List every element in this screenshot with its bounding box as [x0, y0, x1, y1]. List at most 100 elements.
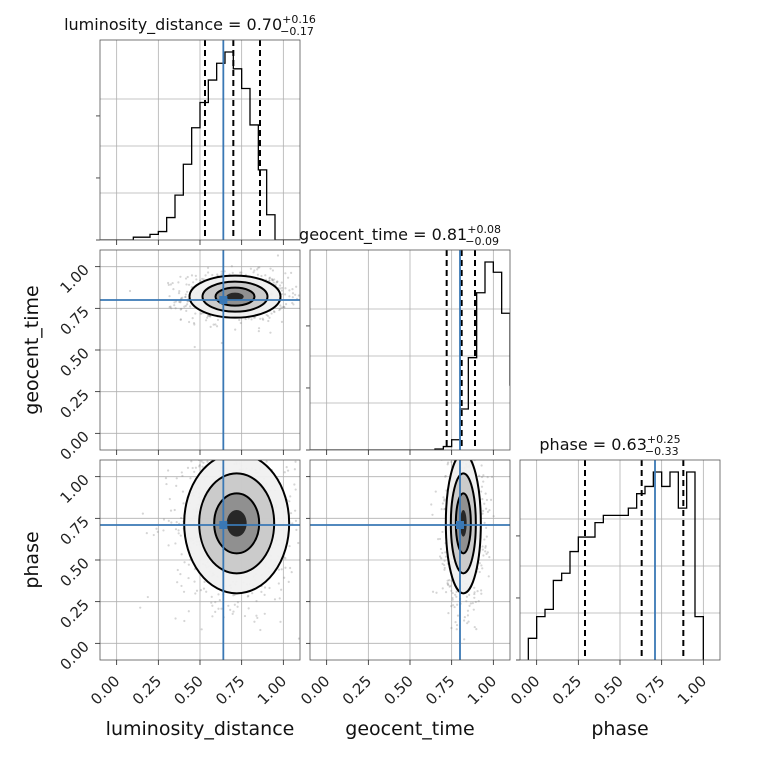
sample-point — [272, 310, 276, 313]
contour-2 — [214, 286, 256, 307]
ytick-label: 0.25 — [56, 596, 92, 632]
sample-point — [170, 521, 173, 524]
sample-point — [463, 619, 466, 622]
sample-point — [167, 469, 170, 472]
sample-point — [480, 564, 483, 567]
sample-point — [294, 488, 297, 491]
sample-point — [274, 283, 277, 286]
sample-point — [481, 567, 484, 570]
sample-point — [179, 572, 182, 576]
sample-point — [276, 280, 279, 283]
sample-point — [167, 283, 170, 286]
sample-point — [480, 464, 483, 467]
sample-point — [485, 498, 489, 502]
contour-1 — [449, 472, 477, 575]
sample-point — [164, 477, 168, 480]
sample-point — [229, 452, 231, 454]
sample-point — [448, 579, 451, 582]
sample-point — [225, 447, 227, 449]
sample-point — [303, 523, 305, 525]
sample-point — [452, 604, 455, 607]
sample-point — [293, 483, 296, 486]
sample-point — [190, 460, 193, 463]
sample-point — [482, 474, 485, 477]
title-luminosity_distance: luminosity_distance = 0.70+0.16 — [64, 13, 316, 35]
sample-point — [488, 509, 491, 512]
sample-point — [473, 591, 476, 594]
sample-point — [484, 492, 487, 495]
sample-point — [211, 604, 214, 607]
sample-point — [450, 460, 453, 463]
sample-point — [206, 316, 209, 319]
sample-point — [191, 317, 194, 320]
sample-point — [187, 283, 191, 286]
xtick-label: 0.75 — [422, 672, 458, 708]
sample-point — [236, 601, 240, 604]
sample-point — [294, 460, 297, 463]
xtick-label: 0.50 — [590, 672, 626, 708]
sample-point — [186, 300, 189, 303]
sample-point — [181, 296, 184, 299]
sample-point — [259, 628, 262, 632]
sample-point — [233, 603, 236, 606]
sample-point — [278, 443, 280, 445]
sample-point — [284, 287, 287, 290]
sample-point — [262, 454, 264, 456]
sample-point — [486, 510, 490, 513]
sample-point — [251, 592, 254, 595]
sample-point — [187, 320, 191, 324]
sample-point — [218, 598, 221, 602]
histogram-phase — [527, 471, 704, 660]
sample-point — [444, 591, 448, 594]
sample-point — [284, 557, 287, 560]
sample-point — [442, 452, 444, 454]
sample-point — [273, 310, 276, 314]
sample-point — [456, 435, 458, 437]
sample-point — [230, 456, 232, 458]
sample-point — [199, 588, 203, 592]
sample-point — [455, 623, 459, 627]
sample-point — [439, 547, 443, 551]
truth-marker — [456, 521, 464, 529]
sample-point — [220, 273, 223, 276]
sample-point — [476, 590, 479, 593]
sample-point — [437, 538, 440, 541]
sample-point — [165, 482, 168, 486]
sample-point — [457, 442, 459, 444]
sample-point — [220, 607, 223, 610]
sample-point — [141, 512, 144, 515]
sample-point — [253, 316, 257, 319]
sample-point — [492, 515, 495, 518]
xtick-label: 0.75 — [632, 672, 668, 708]
sample-point — [470, 453, 472, 455]
sample-point — [267, 454, 269, 456]
sample-point — [278, 308, 281, 312]
sample-point — [162, 518, 166, 521]
sample-point — [447, 583, 450, 587]
sample-point — [465, 420, 467, 422]
sample-point — [252, 271, 255, 274]
sample-point — [177, 281, 180, 284]
sample-point — [245, 457, 247, 459]
sample-point — [206, 271, 210, 274]
sample-point — [255, 614, 258, 617]
sample-point — [451, 591, 454, 595]
sample-point — [478, 562, 481, 565]
sample-point — [475, 406, 477, 408]
sample-point — [193, 580, 196, 583]
sample-point — [220, 270, 223, 273]
sample-point — [312, 297, 314, 299]
sample-point — [291, 292, 295, 295]
sample-point — [285, 466, 288, 469]
xtick-label: 0.25 — [549, 672, 585, 708]
ylabel-phase: phase — [21, 531, 43, 588]
sample-point — [284, 272, 287, 275]
sample-point — [175, 484, 178, 487]
sample-point — [193, 323, 196, 326]
sample-point — [170, 307, 173, 310]
sample-point — [446, 579, 449, 582]
sample-point — [201, 423, 203, 425]
sample-point — [273, 278, 276, 281]
sample-point — [271, 279, 274, 282]
sample-point — [184, 295, 187, 299]
